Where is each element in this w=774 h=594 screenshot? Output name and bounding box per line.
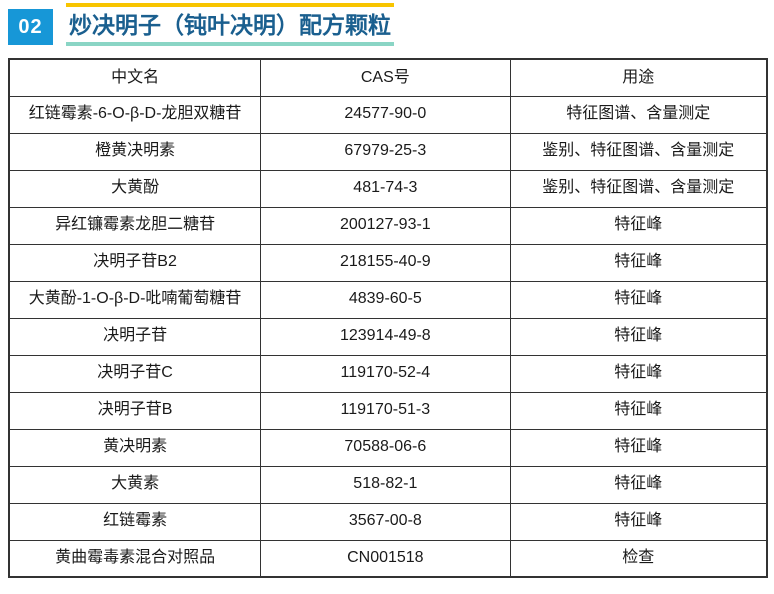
cas-number-cell: 70588-06-6	[260, 428, 511, 467]
usage-cell: 特征峰	[509, 428, 768, 467]
compound-name-cell: 红链霉素-6-O-β-D-龙胆双糖苷	[8, 95, 262, 134]
reference-substances-table: 中文名 CAS号 用途 红链霉素-6-O-β-D-龙胆双糖苷 24577-90-0…	[8, 58, 768, 578]
table-row: 大黄素 518-82-1 特征峰	[8, 465, 768, 504]
compound-name-cell: 大黄酚-1-O-β-D-吡喃葡萄糖苷	[8, 280, 262, 319]
section-number-badge: 02	[8, 9, 53, 45]
usage-cell: 特征峰	[509, 391, 768, 430]
table-body: 红链霉素-6-O-β-D-龙胆双糖苷 24577-90-0 特征图谱、含量测定 橙黄决…	[8, 95, 768, 578]
cas-number-cell: 67979-25-3	[260, 132, 511, 171]
usage-cell: 特征峰	[509, 206, 768, 245]
compound-name-cell: 黄决明素	[8, 428, 262, 467]
cas-number-cell: 123914-49-8	[260, 317, 511, 356]
usage-cell: 鉴别、特征图谱、含量测定	[509, 132, 768, 171]
section-title: 炒决明子（钝叶决明）配方颗粒	[66, 3, 394, 46]
table-row: 红链霉素-6-O-β-D-龙胆双糖苷 24577-90-0 特征图谱、含量测定	[8, 95, 768, 134]
cas-number-cell: 24577-90-0	[260, 95, 511, 134]
usage-cell: 特征峰	[509, 465, 768, 504]
compound-name-cell: 异红镰霉素龙胆二糖苷	[8, 206, 262, 245]
compound-name-cell: 决明子苷B2	[8, 243, 262, 282]
cas-number-cell: 119170-51-3	[260, 391, 511, 430]
table-header-row: 中文名 CAS号 用途	[8, 58, 768, 97]
usage-cell: 特征峰	[509, 280, 768, 319]
column-header-chinese-name: 中文名	[8, 58, 262, 97]
usage-cell: 鉴别、特征图谱、含量测定	[509, 169, 768, 208]
compound-name-cell: 决明子苷C	[8, 354, 262, 393]
usage-cell: 特征峰	[509, 502, 768, 541]
cas-number-cell: 218155-40-9	[260, 243, 511, 282]
compound-name-cell: 大黄酚	[8, 169, 262, 208]
compound-name-cell: 橙黄决明素	[8, 132, 262, 171]
table-row: 黄曲霉毒素混合对照品 CN001518 检查	[8, 539, 768, 578]
table-row: 黄决明素 70588-06-6 特征峰	[8, 428, 768, 467]
cas-number-cell: 481-74-3	[260, 169, 511, 208]
usage-cell: 特征峰	[509, 243, 768, 282]
section-header: 02 炒决明子（钝叶决明）配方颗粒	[0, 0, 774, 58]
compound-name-cell: 决明子苷B	[8, 391, 262, 430]
compound-name-cell: 大黄素	[8, 465, 262, 504]
usage-cell: 检查	[509, 539, 768, 578]
table-row: 红链霉素 3567-00-8 特征峰	[8, 502, 768, 541]
table-row: 大黄酚 481-74-3 鉴别、特征图谱、含量测定	[8, 169, 768, 208]
usage-cell: 特征峰	[509, 317, 768, 356]
table-row: 决明子苷B 119170-51-3 特征峰	[8, 391, 768, 430]
table-row: 橙黄决明素 67979-25-3 鉴别、特征图谱、含量测定	[8, 132, 768, 171]
cas-number-cell: CN001518	[260, 539, 511, 578]
compound-name-cell: 红链霉素	[8, 502, 262, 541]
cas-number-cell: 3567-00-8	[260, 502, 511, 541]
cas-number-cell: 200127-93-1	[260, 206, 511, 245]
table-row: 决明子苷C 119170-52-4 特征峰	[8, 354, 768, 393]
usage-cell: 特征峰	[509, 354, 768, 393]
cas-number-cell: 119170-52-4	[260, 354, 511, 393]
cas-number-cell: 4839-60-5	[260, 280, 511, 319]
table-row: 异红镰霉素龙胆二糖苷 200127-93-1 特征峰	[8, 206, 768, 245]
table-row: 决明子苷B2 218155-40-9 特征峰	[8, 243, 768, 282]
table-row: 决明子苷 123914-49-8 特征峰	[8, 317, 768, 356]
cas-number-cell: 518-82-1	[260, 465, 511, 504]
usage-cell: 特征图谱、含量测定	[509, 95, 768, 134]
compound-name-cell: 决明子苷	[8, 317, 262, 356]
compound-name-cell: 黄曲霉毒素混合对照品	[8, 539, 262, 578]
column-header-usage: 用途	[509, 58, 768, 97]
table-row: 大黄酚-1-O-β-D-吡喃葡萄糖苷 4839-60-5 特征峰	[8, 280, 768, 319]
column-header-cas-number: CAS号	[260, 58, 511, 97]
